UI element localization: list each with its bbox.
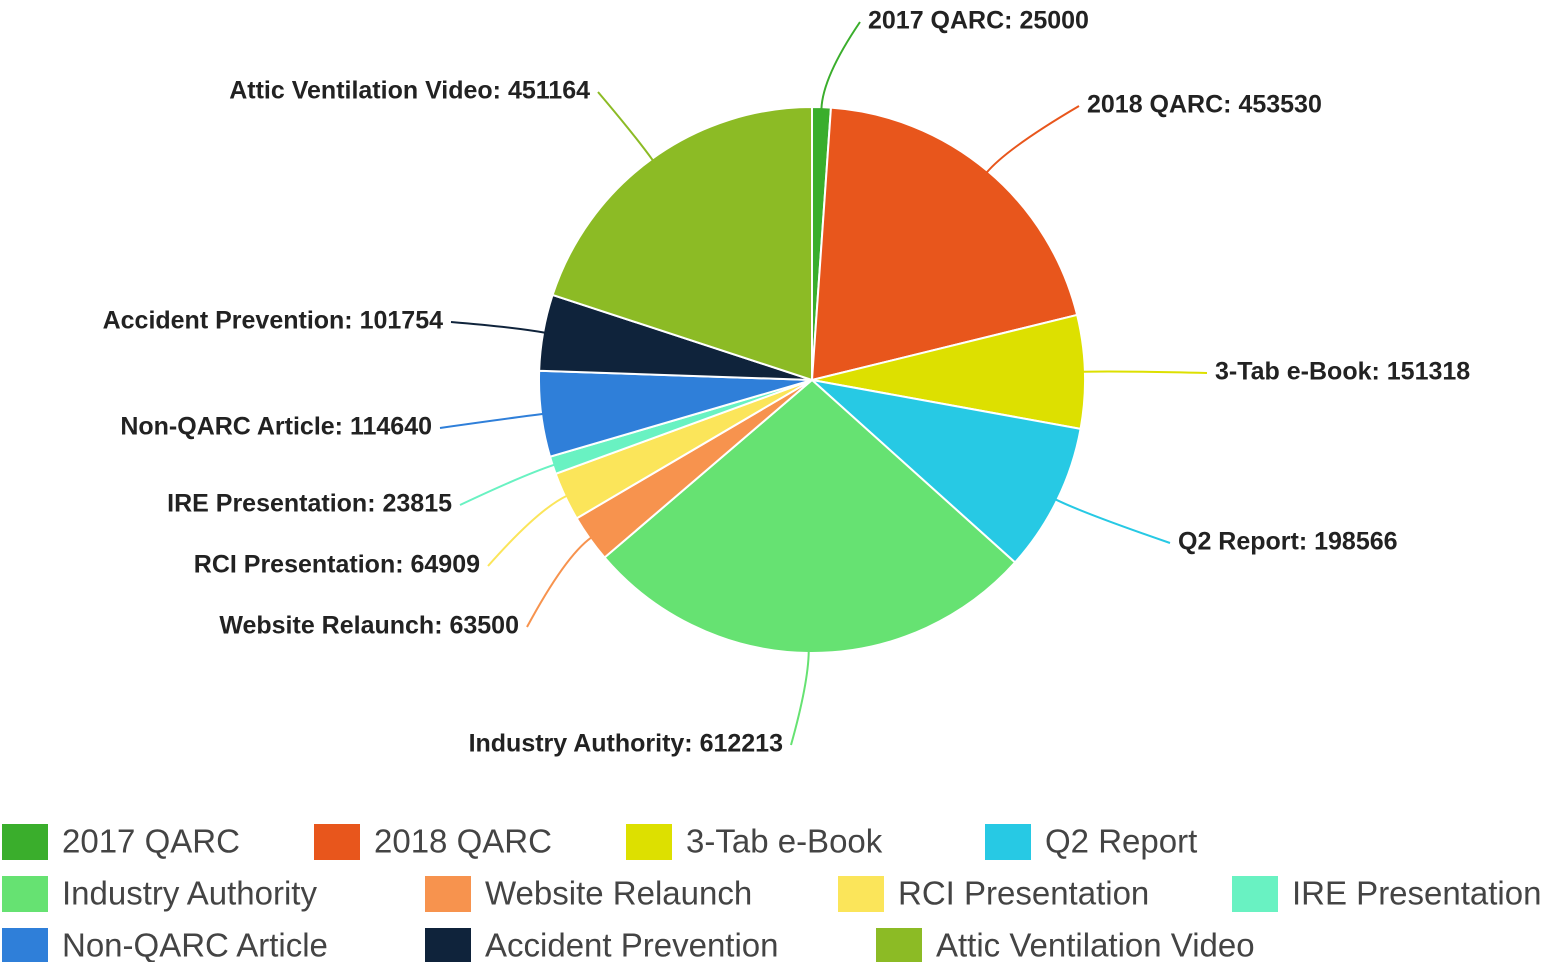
- legend-label: 3-Tab e-Book: [686, 823, 883, 860]
- legend-swatch: [425, 876, 471, 912]
- legend-label: 2018 QARC: [374, 823, 552, 860]
- data-label: Accident Prevention: 101754: [103, 307, 444, 335]
- data-label: IRE Presentation: 23815: [167, 490, 452, 518]
- legend-swatch: [2, 928, 48, 962]
- data-label: RCI Presentation: 64909: [194, 551, 480, 579]
- legend-label: Website Relaunch: [485, 875, 752, 912]
- legend-swatch: [626, 824, 672, 860]
- legend-label: Industry Authority: [62, 875, 317, 912]
- leader-line: [820, 21, 861, 110]
- legend-swatch: [314, 824, 360, 860]
- legend-swatch: [425, 928, 471, 962]
- leader-line: [597, 91, 654, 162]
- leader-line: [439, 412, 544, 429]
- leader-line: [450, 321, 546, 334]
- leader-line: [487, 494, 568, 567]
- data-label: Q2 Report: 198566: [1178, 528, 1398, 556]
- legend-label: Attic Ventilation Video: [936, 927, 1255, 962]
- legend-label: Accident Prevention: [485, 927, 779, 962]
- legend-swatch: [1232, 876, 1278, 912]
- legend-label: RCI Presentation: [898, 875, 1149, 912]
- leader-line: [526, 536, 592, 628]
- data-label: 2018 QARC: 453530: [1087, 91, 1322, 119]
- leader-line: [985, 105, 1080, 174]
- leader-line: [790, 650, 810, 746]
- data-label: Industry Authority: 612213: [469, 730, 783, 758]
- legend-swatch: [838, 876, 884, 912]
- data-label: Attic Ventilation Video: 451164: [229, 77, 590, 105]
- leader-line: [1054, 498, 1171, 544]
- data-label: 2017 QARC: 25000: [868, 7, 1089, 35]
- data-label: Non-QARC Article: 114640: [120, 413, 432, 441]
- legend-swatch: [985, 824, 1031, 860]
- legend-swatch: [876, 928, 922, 962]
- legend-label: Q2 Report: [1045, 823, 1197, 860]
- legend-label: IRE Presentation: [1292, 875, 1541, 912]
- leader-line: [1082, 370, 1208, 374]
- legend-label: Non-QARC Article: [62, 927, 328, 962]
- data-label: Website Relaunch: 63500: [219, 612, 519, 640]
- legend-swatch: [2, 824, 48, 860]
- leader-line: [459, 463, 555, 506]
- legend-label: 2017 QARC: [62, 823, 240, 860]
- legend-swatch: [2, 876, 48, 912]
- data-label: 3-Tab e-Book: 151318: [1215, 358, 1470, 386]
